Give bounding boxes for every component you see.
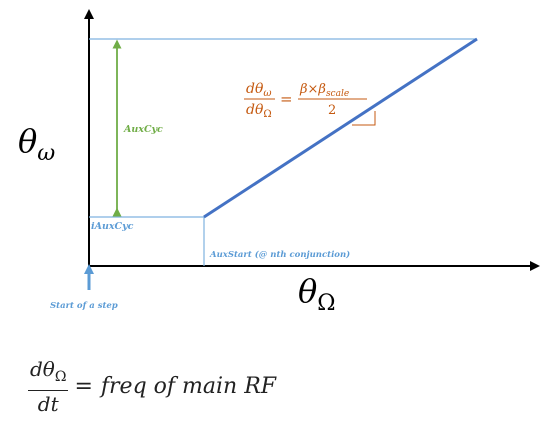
bottom-formula-equals: = [74, 373, 93, 399]
svg-text:dθω: dθω [246, 81, 272, 99]
start-of-step-label: Start of a step [50, 301, 118, 311]
bottom-formula: dθΩ dt = freq of main RF [28, 358, 277, 416]
svg-text:β×βscale: β×βscale [299, 82, 349, 99]
y-axis-label: θω [18, 122, 55, 166]
bottom-formula-numerator: dθΩ [28, 358, 69, 391]
start-step-arrowhead [84, 264, 94, 274]
i-aux-cyc-label: iAuxCyc [91, 221, 134, 232]
svg-text:=: = [280, 90, 293, 108]
aux-start-label: AuxStart (@ nth conjunction) [209, 249, 350, 260]
bottom-formula-rhs: freq of main RF [100, 373, 277, 399]
svg-text:dθΩ: dθΩ [246, 102, 272, 120]
slope-marker [352, 111, 376, 126]
svg-text:2: 2 [328, 103, 336, 118]
aux-cyc-label: AuxCyc [123, 124, 163, 135]
bottom-formula-denominator: dt [37, 391, 59, 416]
x-axis-label: θΩ [298, 272, 336, 316]
slope-formula: dθω dθΩ = β×βscale 2 [244, 81, 367, 120]
bottom-formula-fraction: dθΩ dt [28, 358, 69, 416]
ramp-line [203, 37, 478, 219]
